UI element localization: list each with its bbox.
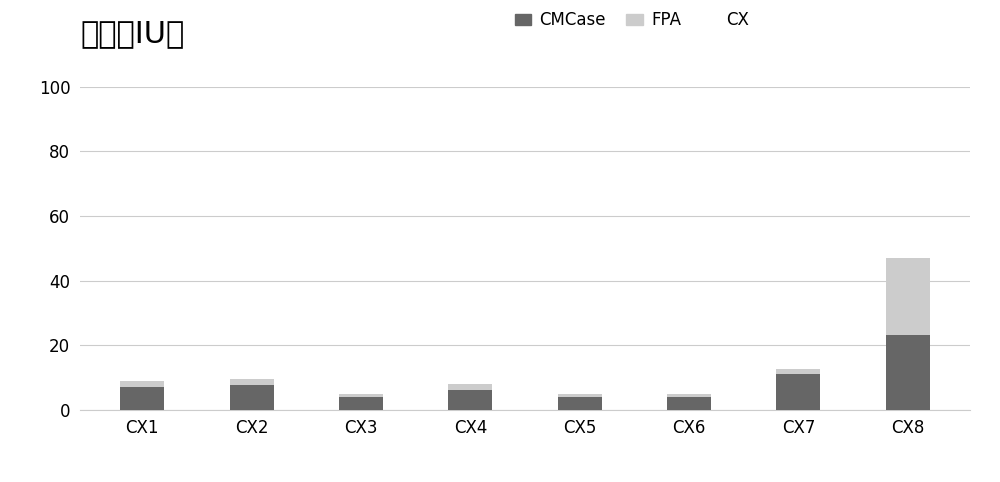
Bar <box>776 369 820 374</box>
Bar <box>667 393 711 397</box>
Bar <box>120 381 164 387</box>
Text: 醂活（IU）: 醂活（IU） <box>80 19 184 48</box>
Bar <box>776 374 820 410</box>
Bar <box>886 258 930 335</box>
Bar <box>886 335 930 410</box>
Legend: CMCase, FPA, CX: CMCase, FPA, CX <box>508 5 756 36</box>
Bar <box>339 393 383 397</box>
Bar <box>558 397 602 410</box>
Bar <box>339 397 383 410</box>
Bar <box>230 379 274 386</box>
Bar <box>558 393 602 397</box>
Bar <box>448 390 492 410</box>
Bar <box>120 387 164 410</box>
Bar <box>230 386 274 410</box>
Bar <box>667 397 711 410</box>
Bar <box>448 384 492 390</box>
